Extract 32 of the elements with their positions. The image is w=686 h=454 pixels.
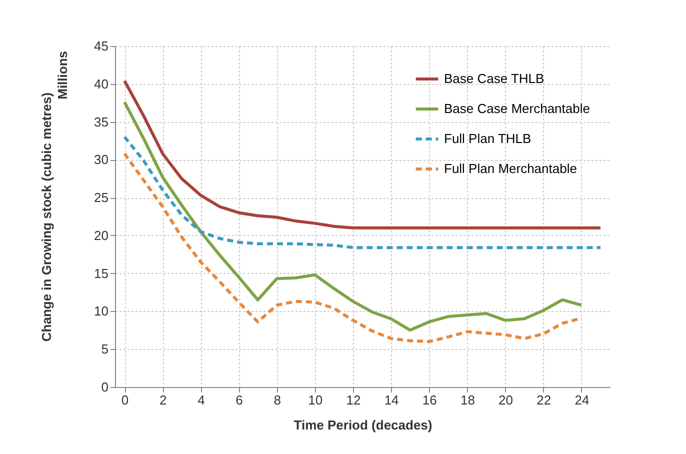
x-axis-title: Time Period (decades) (294, 418, 432, 432)
x-tick-label: 20 (498, 392, 514, 408)
line-series (123, 152, 583, 344)
legend-label: Full Plan Merchantable (444, 161, 577, 176)
x-tick-label: 24 (574, 392, 590, 408)
x-tick-label: 16 (422, 392, 437, 408)
x-tick-label: 8 (274, 392, 281, 408)
y-tick-label: 30 (94, 152, 108, 168)
x-tick-label: 14 (384, 392, 399, 408)
x-tick-label: 4 (198, 392, 205, 408)
text: Millions (55, 51, 70, 100)
y-tick-label: 25 (94, 190, 108, 206)
x-tick-label: 12 (346, 392, 361, 408)
y-tick-label: 15 (94, 266, 108, 281)
y-tick-label: 20 (94, 228, 108, 243)
y-tick-label: 35 (94, 114, 108, 130)
x-tick-label: 22 (536, 392, 552, 408)
y-axis-title: Change in Growing stock (cubic metres) (39, 92, 54, 342)
line-series (123, 135, 602, 250)
legend-label: Base Case THLB (444, 71, 544, 86)
x-tick-label: 2 (159, 392, 167, 408)
legend-label: Full Plan THLB (444, 131, 532, 146)
x-tick-label: 18 (460, 392, 475, 408)
x-tick-label: 10 (308, 392, 323, 408)
y-tick-label: 40 (94, 76, 108, 92)
y-tick-label: 0 (101, 380, 108, 394)
y-tick-label: 10 (94, 304, 108, 319)
y-tick-label: 5 (101, 342, 108, 357)
y-tick-label: 45 (94, 38, 108, 54)
x-tick-label: 0 (121, 392, 129, 408)
legend-label: Base Case Merchantable (444, 101, 590, 116)
x-tick-label: 6 (236, 392, 243, 408)
